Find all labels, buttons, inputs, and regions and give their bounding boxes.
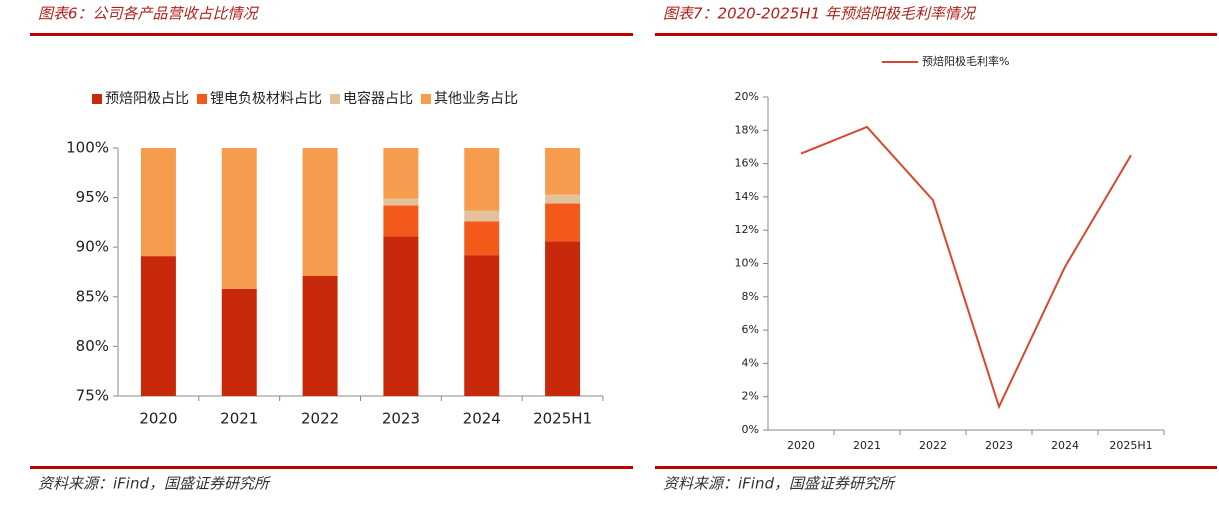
bar-segment <box>464 255 500 396</box>
bar-segment <box>464 221 500 256</box>
bar-segment <box>464 210 500 222</box>
y-tick-label: 2% <box>742 390 759 403</box>
y-tick-label: 80% <box>76 337 109 355</box>
y-tick-label: 16% <box>735 157 759 170</box>
bar-segment <box>545 241 581 396</box>
bar-segment <box>302 275 338 396</box>
y-tick-label: 20% <box>735 90 759 103</box>
y-tick-label: 12% <box>735 223 759 236</box>
y-tick-label: 90% <box>76 238 109 256</box>
y-tick-label: 18% <box>735 123 759 136</box>
bar-segment <box>383 198 419 206</box>
source: 资料来源：iFind，国盛证券研究所 <box>663 475 896 493</box>
x-tick-label: 2022 <box>919 439 947 452</box>
legend-swatch <box>330 94 340 104</box>
y-tick-label: 8% <box>742 290 759 303</box>
bar-segment <box>545 194 581 204</box>
y-tick-label: 4% <box>742 356 759 369</box>
x-tick-label: 2020 <box>139 410 177 428</box>
title-rule <box>30 33 633 36</box>
bar-segment <box>140 256 176 396</box>
title-rule <box>655 33 1217 36</box>
legend-label: 其他业务占比 <box>434 91 518 107</box>
y-tick-label: 6% <box>742 323 759 336</box>
bar-segment <box>383 236 419 396</box>
bar-segment <box>140 148 176 257</box>
y-tick-label: 75% <box>76 387 109 405</box>
x-tick-label: 2023 <box>382 410 420 428</box>
bar-segment <box>221 288 257 396</box>
x-tick-label: 2023 <box>985 439 1013 452</box>
x-tick-label: 2024 <box>463 410 501 428</box>
legend-swatch <box>197 94 207 104</box>
y-tick-label: 14% <box>735 190 759 203</box>
legend-label: 预焙阳极毛利率% <box>922 54 1009 68</box>
bar-segment <box>383 148 419 199</box>
bar-segment <box>383 205 419 237</box>
legend-swatch <box>92 94 102 104</box>
legend-label: 锂电负极材料占比 <box>210 91 322 107</box>
x-tick-label: 2025H1 <box>533 410 592 428</box>
x-tick-label: 2025H1 <box>1109 439 1152 452</box>
chart-title: 图表7：2020-2025H1 年预焙阳极毛利率情况 <box>663 5 977 23</box>
x-tick-label: 2021 <box>853 439 881 452</box>
x-tick-label: 2024 <box>1051 439 1079 452</box>
x-tick-label: 2021 <box>220 410 258 428</box>
x-tick-label: 2020 <box>787 439 815 452</box>
chart-title: 图表6：公司各产品营收占比情况 <box>38 5 260 23</box>
bar-segment <box>221 148 257 289</box>
legend-swatch <box>421 94 431 104</box>
legend-label: 电容器占比 <box>343 90 413 107</box>
source: 资料来源：iFind，国盛证券研究所 <box>38 475 271 493</box>
y-tick-label: 100% <box>66 139 109 157</box>
bar-segment <box>545 148 581 195</box>
bar-segment <box>464 148 500 211</box>
y-tick-label: 85% <box>76 287 109 305</box>
x-tick-label: 2022 <box>301 410 339 428</box>
legend-label: 预焙阳极占比 <box>105 91 189 107</box>
bar-segment <box>545 203 581 242</box>
bar-segment <box>302 148 338 276</box>
y-tick-label: 0% <box>742 423 759 436</box>
y-tick-label: 10% <box>735 257 759 270</box>
source-rule <box>655 466 1217 469</box>
source-rule <box>30 466 633 469</box>
y-tick-label: 95% <box>76 188 109 206</box>
line <box>800 125 1132 410</box>
